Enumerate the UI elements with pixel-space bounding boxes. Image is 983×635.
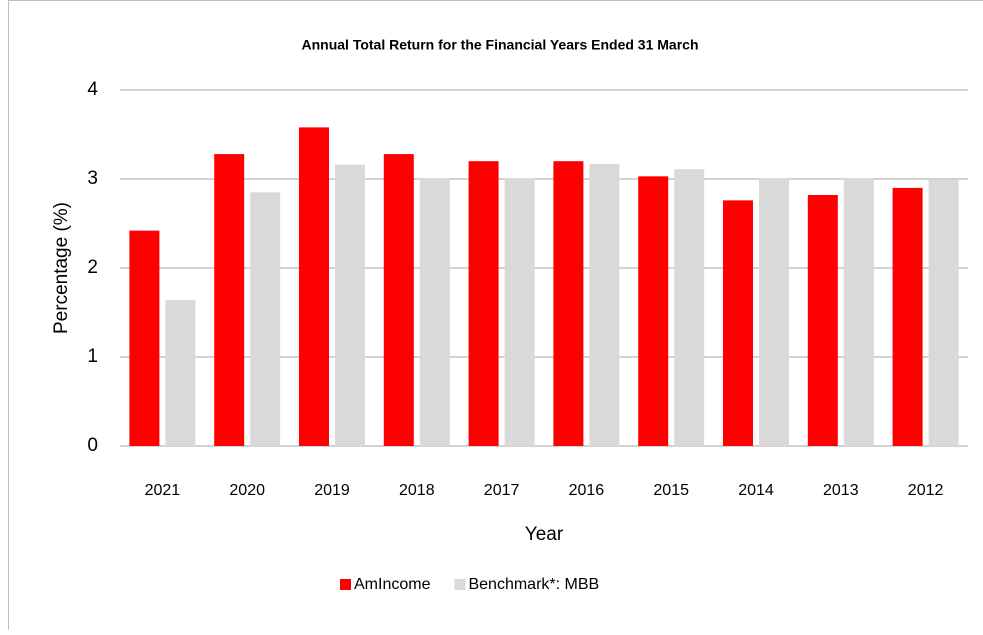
bar [759,178,789,446]
x-tick-label: 2014 [738,482,774,499]
bar [929,180,959,446]
bar [589,164,619,446]
y-tick-label: 4 [87,79,98,100]
legend-swatch [454,579,465,590]
bar [893,188,923,446]
bar [420,178,450,446]
bar [129,231,159,446]
x-tick-label: 2012 [908,482,944,499]
bar [638,176,668,446]
y-axis-label: Percentage (%) [51,202,72,334]
bar [299,127,329,446]
bar [808,195,838,446]
bar [674,169,704,446]
y-tick-label: 1 [87,346,98,367]
x-axis-label: Year [525,524,564,545]
y-tick-label: 0 [87,435,98,456]
chart-title: Annual Total Return for the Financial Ye… [301,37,698,53]
x-tick-label: 2017 [484,482,520,499]
x-tick-label: 2020 [229,482,265,499]
bar [214,154,244,446]
bar [723,200,753,446]
x-tick-label: 2021 [145,482,181,499]
bar [505,178,535,446]
legend-label: Benchmark*: MBB [468,576,599,593]
legend-label: AmIncome [354,576,431,593]
bar [335,165,365,446]
x-tick-label: 2018 [399,482,435,499]
x-tick-label: 2013 [823,482,859,499]
x-tick-label: 2016 [569,482,605,499]
bar [844,178,874,446]
y-tick-label: 3 [87,168,98,189]
legend-swatch [340,579,351,590]
y-tick-label: 2 [87,257,98,278]
bar [384,154,414,446]
x-tick-label: 2019 [314,482,350,499]
bar [165,300,195,446]
x-tick-label: 2015 [653,482,689,499]
bar [553,161,583,446]
bar [469,161,499,446]
bar [250,192,280,446]
